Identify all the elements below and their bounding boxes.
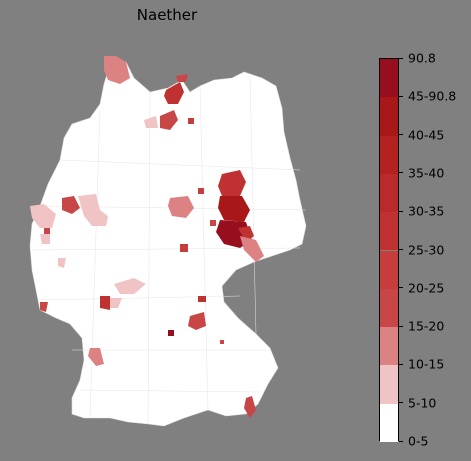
legend-tick [399,440,403,442]
district-brandenburg-mid [218,196,250,222]
legend-tick [399,95,403,97]
legend-label: 30-35 [408,203,445,219]
district-hamburg-west [144,116,158,128]
legend-swatch [380,135,398,174]
legend-colorbar [379,58,399,442]
district-karlsruhe [88,348,104,366]
district-lausitz-east [238,226,254,242]
district-dot-1 [198,188,204,194]
legend-label: 20-25 [408,280,445,296]
district-harz [168,196,194,218]
legend-swatch [380,365,398,404]
germany-base-shape [29,57,307,427]
map-title: Naether [136,6,198,24]
legend-tick [399,325,403,327]
legend-tick [399,363,403,365]
district-osnabrueck [78,194,108,226]
legend-label: 10-15 [408,356,445,372]
district-nuernberg [188,312,206,330]
legend-tick [399,249,403,250]
legend-label: 25-30 [408,242,445,257]
legend-label: 90.8 [408,50,436,66]
legend-label: 15-20 [408,318,445,334]
legend-label: 40-45 [408,127,445,143]
district-schleswig [104,56,130,84]
legend-swatch [380,59,398,98]
district-hessen-dot [180,244,188,252]
district-wuerzburg-dot [220,340,224,344]
legend-tick [399,57,403,59]
district-fills [30,56,264,418]
legend-swatch [380,173,398,213]
district-ruhr-west [30,204,56,228]
legend-tick [399,210,403,212]
district-eifel [58,258,66,268]
legend-swatch [380,327,398,366]
legend-swatch [380,212,398,251]
legend-swatch [380,250,398,289]
legend-label: 35-40 [408,165,445,181]
district-frankfurt [100,296,110,310]
district-bayern-dot [198,296,206,302]
legend-label: 0-5 [408,433,429,449]
legend-swatch [380,288,398,328]
district-franken [114,278,146,294]
district-bayern-small [168,330,174,336]
legend-label: 5-10 [408,395,437,411]
district-goerlitz [240,236,264,262]
district-kiel-east [176,74,188,82]
legend-tick [399,402,403,404]
legend-swatch [380,403,398,442]
district-frankfurt-east [110,298,122,308]
legend-tick [399,134,403,136]
district-muenster [62,196,80,214]
district-hamburg-south [160,110,178,130]
district-brandenburg-north [218,170,246,196]
legend-swatch [380,97,398,136]
district-ruhr-dot [44,228,50,234]
district-berchtesgaden [244,396,256,418]
legend-tick [399,172,403,174]
legend-label: 45-90.8 [408,88,457,104]
district-saar [40,302,48,312]
district-koeln [40,234,50,244]
district-lueneburg-dot [188,118,194,124]
district-dot-2 [210,220,216,226]
district-holstein [164,82,184,104]
legend-tick [399,287,403,289]
